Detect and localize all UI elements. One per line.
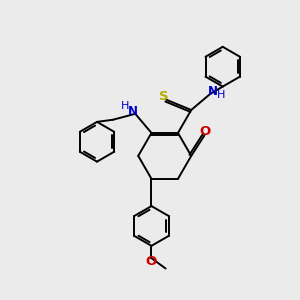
Text: N: N: [128, 105, 138, 118]
Text: O: O: [200, 125, 211, 138]
Text: N: N: [208, 85, 218, 98]
Text: S: S: [159, 90, 169, 103]
Text: H: H: [121, 101, 129, 111]
Text: O: O: [146, 255, 157, 268]
Text: H: H: [218, 90, 226, 100]
